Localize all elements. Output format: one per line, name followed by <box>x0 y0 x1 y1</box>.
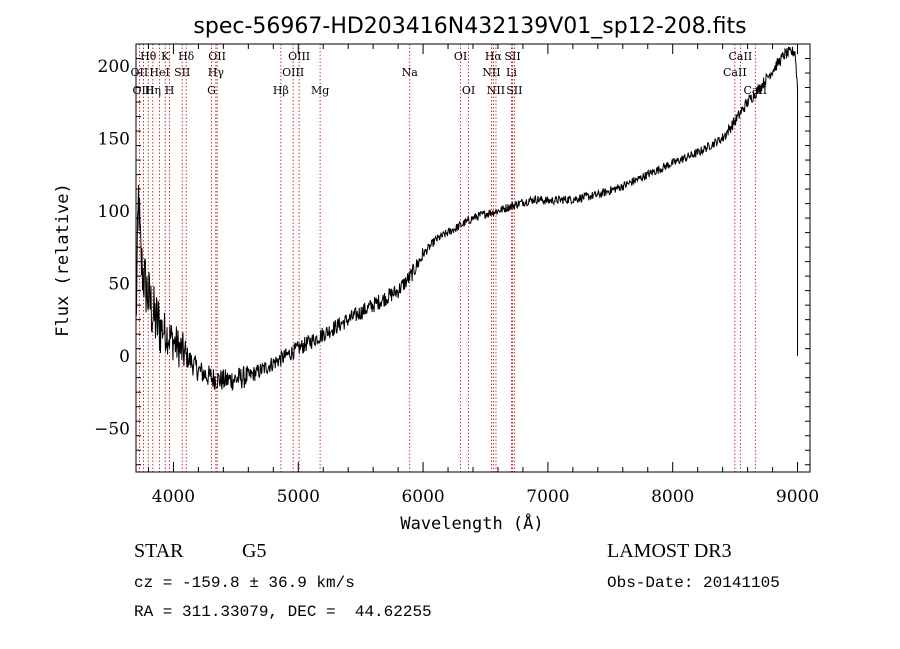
obs-date: Obs-Date: 20141105 <box>607 574 780 592</box>
x-tick-label: 7000 <box>526 487 569 507</box>
chart-title: spec-56967-HD203416N432139V01_sp12-208.f… <box>193 14 746 39</box>
spectral-line-label: Na <box>402 66 419 79</box>
y-tick-label: 150 <box>98 129 130 149</box>
coordinates: RA = 311.33079, DEC = 44.62255 <box>134 603 432 621</box>
object-subclass: G5 <box>242 540 267 562</box>
spectral-line-label: SII <box>174 66 190 79</box>
spectral-line-label: Li <box>506 66 517 79</box>
x-tick-label: 6000 <box>401 487 444 507</box>
y-tick-labels: −50 0 50 100 150 200 <box>94 57 130 440</box>
spectral-line-label: G <box>207 84 216 97</box>
spectral-line-label: SII <box>506 84 522 97</box>
y-tick-label: −50 <box>94 419 130 439</box>
redshift-cz: cz = -159.8 ± 36.9 km/s <box>134 574 355 592</box>
y-axis-label: Flux (relative) <box>53 183 73 337</box>
x-tick-label: 5000 <box>277 487 320 507</box>
spectral-line-label: OII <box>131 66 149 79</box>
axis-ticks <box>136 44 810 472</box>
spectral-line-label: Hη <box>145 84 161 97</box>
x-axis-label: Wavelength (Å) <box>400 512 543 534</box>
spectral-line-label: NII <box>482 66 500 79</box>
spectrum-chart: spec-56967-HD203416N432139V01_sp12-208.f… <box>53 14 819 534</box>
spectral-line-label: K <box>161 50 170 63</box>
survey-label: LAMOST DR3 <box>607 540 732 562</box>
spectral-line-label: Hβ <box>273 84 289 97</box>
plot-frame <box>135 43 811 473</box>
spectral-line-label: H <box>165 84 175 97</box>
y-tick-label: 100 <box>98 202 130 222</box>
spectral-line-label: OIII <box>288 50 310 63</box>
spectral-line-label: SII <box>504 50 520 63</box>
spectral-line-label: Hδ <box>178 50 195 63</box>
x-tick-labels: 4000 5000 6000 7000 8000 9000 <box>152 487 819 507</box>
x-tick-label: 9000 <box>776 487 819 507</box>
spectral-line-markers <box>138 44 756 472</box>
y-tick-label: 200 <box>98 57 130 77</box>
spectrum-series-line <box>135 46 798 391</box>
y-tick-label: 0 <box>119 347 130 367</box>
spectral-line-label: OIII <box>282 66 304 79</box>
x-tick-label: 8000 <box>651 487 694 507</box>
spectral-line-label: Hθ <box>140 50 157 63</box>
spectral-line-label: Mg <box>311 84 329 97</box>
spectral-line-label: OII <box>208 50 226 63</box>
y-tick-label: 50 <box>108 274 130 294</box>
spectral-line-label: NII <box>487 84 505 97</box>
spectral-line-label: HeI <box>149 66 169 79</box>
spectral-line-label: CaII <box>729 50 753 63</box>
spectral-line-label: Hγ <box>208 66 225 79</box>
object-class: STAR <box>134 540 184 562</box>
spectral-line-label: Hα <box>485 50 503 63</box>
spectral-line-label: OI <box>462 84 475 97</box>
spectral-line-label: OI <box>454 50 467 63</box>
spectral-line-label: CaII <box>723 66 747 79</box>
x-tick-label: 4000 <box>152 487 195 507</box>
